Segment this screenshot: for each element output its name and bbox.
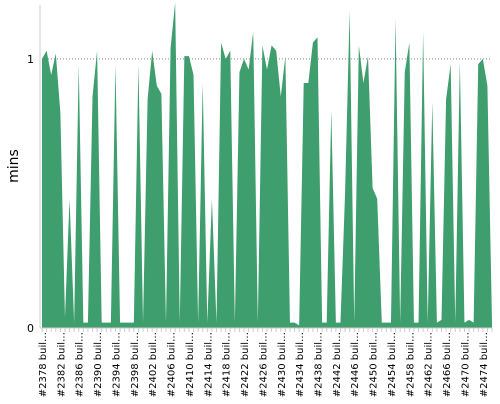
x-tick-label: #2430 buil… bbox=[277, 332, 288, 397]
x-tick-label: #2462 buil… bbox=[424, 332, 435, 397]
x-tick-label: #2454 buil… bbox=[387, 332, 398, 397]
x-tick-label: #2386 buil… bbox=[75, 332, 86, 397]
x-tick-label: #2470 buil… bbox=[460, 332, 471, 397]
y-tick-label: 1 bbox=[27, 53, 34, 66]
x-tick-label: #2426 buil… bbox=[258, 332, 269, 397]
x-tick-layer: #2378 buil… #2382 buil… #2386 buil… #2390 b… bbox=[38, 328, 493, 397]
x-tick-label: #2418 buil… bbox=[222, 332, 233, 397]
x-tick-label: #2422 buil… bbox=[240, 332, 251, 397]
x-tick-label: #2406 buil… bbox=[167, 332, 178, 397]
x-tick-label: #2414 buil… bbox=[203, 332, 214, 397]
x-tick-label: #2410 buil… bbox=[185, 332, 196, 397]
x-tick-label: #2458 buil… bbox=[405, 332, 416, 397]
x-tick-label: #2402 buil… bbox=[148, 332, 159, 397]
build-duration-area bbox=[42, 2, 492, 329]
x-tick-label: #2442 buil… bbox=[332, 332, 343, 397]
x-tick-label: #2394 buil… bbox=[111, 332, 122, 397]
x-tick-label: #2466 buil… bbox=[442, 332, 453, 397]
y-axis-title: mins bbox=[6, 149, 22, 183]
y-tick-label: 0 bbox=[27, 322, 34, 335]
x-tick-label: #2474 buil… bbox=[479, 332, 490, 397]
x-tick-label: #2450 buil… bbox=[369, 332, 380, 397]
area-series-layer bbox=[42, 2, 492, 329]
x-tick-label: #2378 buil… bbox=[38, 332, 49, 397]
x-tick-label: #2434 buil… bbox=[295, 332, 306, 397]
x-tick-label: #2446 buil… bbox=[350, 332, 361, 397]
x-tick-label: #2382 buil… bbox=[56, 332, 67, 397]
x-tick-label: #2438 buil… bbox=[314, 332, 325, 397]
y-tick-layer: 01 bbox=[27, 53, 34, 335]
x-tick-label: #2390 buil… bbox=[93, 332, 104, 397]
x-tick-label: #2398 buil… bbox=[130, 332, 141, 397]
